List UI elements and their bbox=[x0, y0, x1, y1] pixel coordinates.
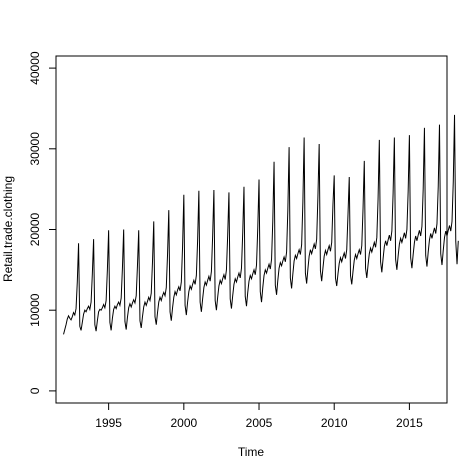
x-tick-label: 2015 bbox=[396, 416, 423, 430]
x-tick-label: 2010 bbox=[321, 416, 348, 430]
y-axis-title: Retail.trade.clothing bbox=[1, 176, 15, 282]
y-tick-label: 0 bbox=[28, 387, 42, 394]
y-tick-label: 10000 bbox=[28, 293, 42, 327]
y-tick-label: 20000 bbox=[28, 212, 42, 246]
y-tick-label: 40000 bbox=[28, 51, 42, 85]
x-tick-label: 2000 bbox=[170, 416, 197, 430]
series-line bbox=[63, 114, 459, 335]
x-axis: 1995 2000 2005 2010 2015 bbox=[95, 402, 423, 430]
plot-frame bbox=[55, 55, 448, 404]
x-tick-label: 1995 bbox=[95, 416, 122, 430]
y-axis: 0 10000 20000 30000 40000 bbox=[28, 51, 57, 394]
x-axis-title: Time bbox=[238, 445, 265, 459]
y-tick-label: 30000 bbox=[28, 132, 42, 166]
x-tick-label: 2005 bbox=[246, 416, 273, 430]
